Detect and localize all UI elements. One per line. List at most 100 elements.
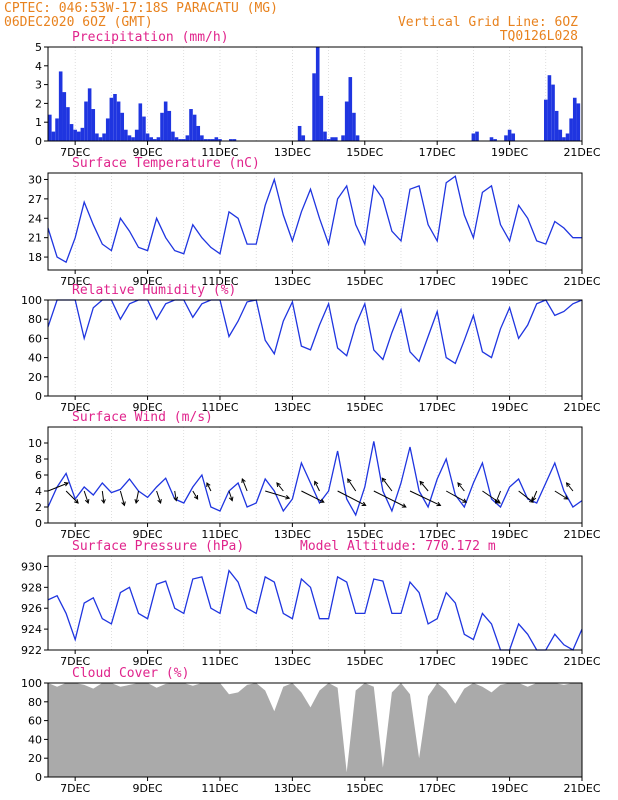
x-tick-label: 19DEC: [491, 528, 528, 541]
x-tick-label: 13DEC: [274, 146, 311, 159]
precip-bar: [207, 139, 211, 141]
wind-arrow: [301, 490, 325, 503]
precip-bar: [62, 92, 67, 141]
precip-bar: [91, 109, 96, 141]
panel-frame: [47, 682, 583, 778]
y-tick-label: 926: [21, 602, 42, 615]
precip-bar: [323, 131, 327, 141]
y-tick-label: 2: [35, 501, 42, 514]
precip-bar: [504, 135, 508, 141]
wind-arrow-head: [381, 477, 387, 483]
x-tick-label: 15DEC: [346, 655, 383, 668]
precip-bar: [200, 135, 204, 141]
panel-6: Cloud Cover (%) 0 20 40 60 80 100 7DEC 9DEC 11DEC…: [21, 666, 601, 795]
panel-annotation: Model Altitude: 770.172 m: [300, 539, 496, 554]
x-tick-label: 13DEC: [274, 528, 311, 541]
precip-bar: [315, 47, 320, 141]
y-tick-label: 930: [21, 560, 42, 573]
panel-frame: [47, 555, 583, 651]
y-tick-label: 27: [28, 193, 42, 206]
precip-bar: [558, 129, 563, 141]
precip-bar: [153, 139, 157, 141]
wind-arrow-head: [276, 482, 281, 488]
wind-arrow-head: [563, 495, 569, 500]
precip-bar: [163, 101, 168, 141]
wind-arrow: [554, 490, 568, 500]
precip-bar: [551, 84, 555, 141]
wind-arrow-head: [228, 496, 234, 502]
panel-5: Surface Pressure (hPa) Model Altitude: 77…: [21, 539, 601, 668]
y-tick-label: 60: [28, 332, 42, 345]
x-tick-label: 9DEC: [133, 528, 163, 541]
x-tick-label: 7DEC: [60, 146, 90, 159]
precip-bar: [160, 112, 164, 141]
panels: Precipitation (mm/h) 0 1 2 3 4 5 7DEC 9DEC 11DEC 1…: [21, 30, 601, 795]
wind-arrow-head: [529, 498, 534, 503]
header-date-line: 06DEC2020 6OZ (GMT): [4, 15, 153, 30]
precip-bar: [69, 124, 74, 141]
precip-bar: [131, 137, 135, 141]
precip-bar: [196, 125, 201, 141]
cloud-cover-area: [48, 683, 582, 777]
x-tick-label: 9DEC: [133, 275, 163, 288]
y-tick-label: 0: [35, 135, 42, 148]
header-grid-note: Vertical Grid Line: 6OZ: [398, 15, 578, 30]
precip-bar: [84, 101, 88, 141]
precip-bar: [76, 131, 81, 141]
y-tick-label: 928: [21, 581, 42, 594]
x-tick-label: 17DEC: [419, 528, 456, 541]
x-tick-label: 21DEC: [563, 528, 600, 541]
precip-bar: [214, 137, 219, 141]
precip-bar: [229, 139, 233, 141]
precip-bar: [203, 139, 208, 141]
precip-bar: [475, 131, 479, 141]
y-tick-label: 80: [28, 313, 42, 326]
x-tick-label: 13DEC: [274, 655, 311, 668]
panel-frame: [47, 299, 583, 397]
wind-arrow: [206, 482, 212, 492]
precip-bar: [554, 110, 559, 141]
wind-arrow-head: [84, 498, 90, 504]
wind-arrow-head: [462, 498, 468, 503]
x-tick-label: 9DEC: [133, 655, 163, 668]
wind-arrow: [373, 490, 407, 508]
wind-arrow-head: [565, 482, 571, 488]
precip-bar: [66, 107, 70, 141]
precip-bar: [98, 137, 103, 141]
x-tick-label: 9DEC: [133, 401, 163, 414]
x-tick-label: 19DEC: [491, 275, 528, 288]
y-tick-label: 4: [35, 60, 42, 73]
header: CPTEC: 046:53W-17:18S PARACATU (MG) 06DE…: [4, 1, 578, 44]
header-station-line: CPTEC: 046:53W-17:18S PARACATU (MG): [4, 1, 278, 16]
precip-bar: [48, 114, 52, 141]
wind-arrow: [65, 490, 79, 504]
wind-arrow-head: [134, 499, 140, 505]
wind-arrow: [156, 490, 162, 504]
panel-frame: [47, 426, 583, 524]
y-tick-label: 922: [21, 644, 42, 657]
panel-2: Surface Temperature (nC) 18 21 24 27 30 7DEC 9D…: [28, 156, 601, 288]
x-tick-label: 15DEC: [346, 275, 383, 288]
x-tick-label: 11DEC: [201, 275, 238, 288]
wind-arrow-head: [241, 478, 246, 484]
precip-bar: [51, 131, 56, 141]
precip-bar: [127, 135, 132, 141]
x-tick-label: 15DEC: [346, 146, 383, 159]
precip-bar: [547, 75, 552, 141]
precip-bar: [232, 139, 237, 141]
precip-bar: [149, 137, 153, 141]
precip-bar: [105, 118, 110, 141]
precip-bar: [493, 139, 497, 141]
precip-bar: [174, 137, 179, 141]
precip-bar: [73, 129, 77, 141]
wind-arrow-head: [121, 501, 126, 507]
y-tick-label: 18: [28, 251, 42, 264]
precip-bar: [109, 97, 114, 141]
x-tick-label: 13DEC: [274, 401, 311, 414]
panel-title: Surface Pressure (hPa): [72, 539, 244, 554]
wind-arrow: [47, 482, 69, 492]
x-tick-label: 15DEC: [346, 782, 383, 795]
precip-bar: [569, 118, 573, 141]
precip-bar: [192, 114, 197, 141]
